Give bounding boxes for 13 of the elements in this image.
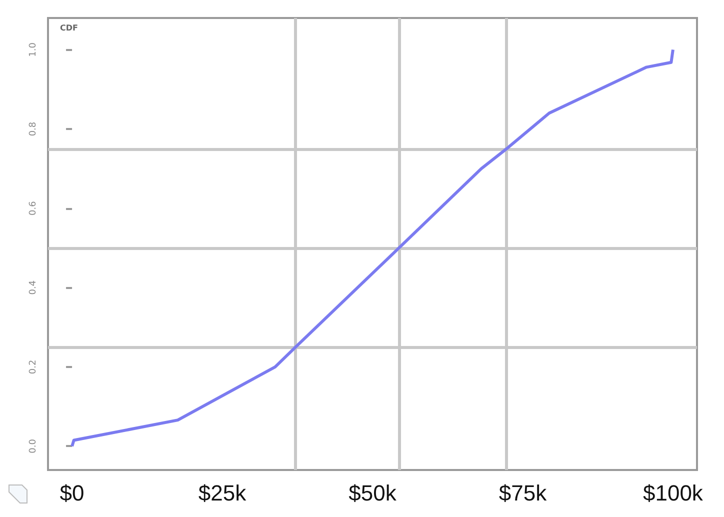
y-tick-label: 0.4: [28, 280, 38, 295]
x-tick-label: $25k: [198, 480, 248, 506]
line-series: [70, 48, 674, 448]
x-tick-label: $0: [60, 480, 84, 506]
y-tick-label: 0.2: [28, 360, 38, 374]
y-tick-label: 0.0: [28, 438, 38, 454]
x-tick-label: $50k: [348, 480, 398, 506]
y-tick-label: 0.8: [28, 122, 38, 136]
annotation: CDF: [60, 24, 78, 32]
y-tick-label: 0.6: [28, 200, 38, 216]
y-tick-label: 1.0: [28, 42, 38, 57]
x-tick-label: $75k: [498, 480, 548, 506]
x-tick-label: $100k: [642, 480, 704, 506]
